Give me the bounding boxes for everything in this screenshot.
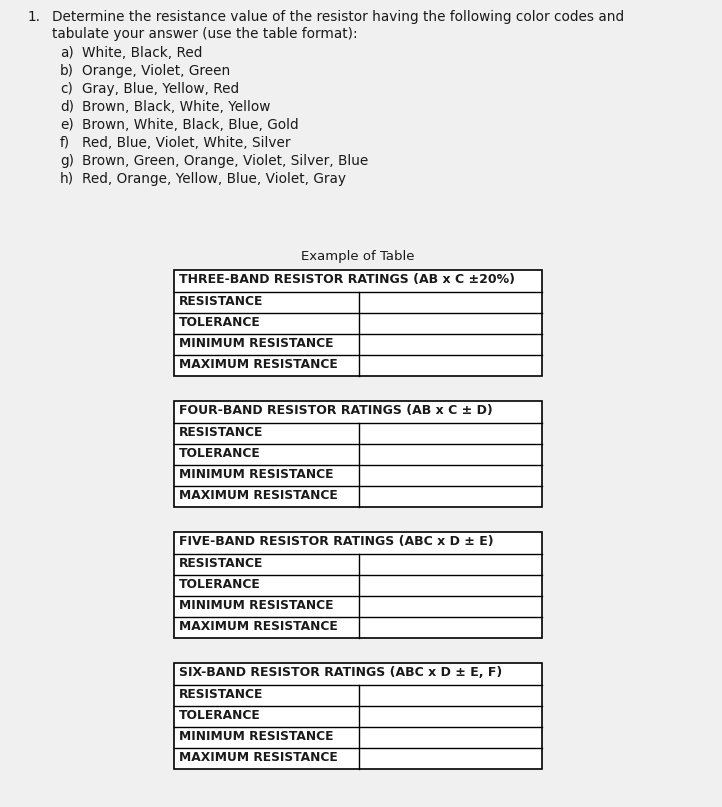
Text: a): a) <box>60 46 74 60</box>
Text: MAXIMUM RESISTANCE: MAXIMUM RESISTANCE <box>179 489 338 502</box>
Text: Example of Table: Example of Table <box>301 250 414 263</box>
Text: Brown, Green, Orange, Violet, Silver, Blue: Brown, Green, Orange, Violet, Silver, Bl… <box>82 154 368 168</box>
Text: RESISTANCE: RESISTANCE <box>179 426 264 439</box>
Text: THREE-BAND RESISTOR RATINGS (AB x C ±20%): THREE-BAND RESISTOR RATINGS (AB x C ±20%… <box>179 273 515 286</box>
Bar <box>174 663 542 769</box>
Text: SIX-BAND RESISTOR RATINGS (ABC x D ± E, F): SIX-BAND RESISTOR RATINGS (ABC x D ± E, … <box>179 666 503 679</box>
Text: RESISTANCE: RESISTANCE <box>179 688 264 701</box>
Text: MINIMUM RESISTANCE: MINIMUM RESISTANCE <box>179 337 334 350</box>
Text: MINIMUM RESISTANCE: MINIMUM RESISTANCE <box>179 730 334 743</box>
Text: RESISTANCE: RESISTANCE <box>179 557 264 570</box>
Text: FIVE-BAND RESISTOR RATINGS (ABC x D ± E): FIVE-BAND RESISTOR RATINGS (ABC x D ± E) <box>179 535 494 548</box>
Text: 1.: 1. <box>28 10 41 24</box>
Text: MINIMUM RESISTANCE: MINIMUM RESISTANCE <box>179 468 334 481</box>
Text: tabulate your answer (use the table format):: tabulate your answer (use the table form… <box>52 27 357 41</box>
Bar <box>174 532 542 638</box>
Text: MAXIMUM RESISTANCE: MAXIMUM RESISTANCE <box>179 751 338 764</box>
Text: MAXIMUM RESISTANCE: MAXIMUM RESISTANCE <box>179 358 338 371</box>
Text: White, Black, Red: White, Black, Red <box>82 46 202 60</box>
Text: b): b) <box>60 64 74 78</box>
Text: RESISTANCE: RESISTANCE <box>179 295 264 308</box>
Text: h): h) <box>60 172 74 186</box>
Text: Red, Blue, Violet, White, Silver: Red, Blue, Violet, White, Silver <box>82 136 290 150</box>
Text: FOUR-BAND RESISTOR RATINGS (AB x C ± D): FOUR-BAND RESISTOR RATINGS (AB x C ± D) <box>179 404 492 417</box>
Text: g): g) <box>60 154 74 168</box>
Bar <box>174 401 542 507</box>
Text: MAXIMUM RESISTANCE: MAXIMUM RESISTANCE <box>179 620 338 633</box>
Text: Brown, Black, White, Yellow: Brown, Black, White, Yellow <box>82 100 270 114</box>
Text: TOLERANCE: TOLERANCE <box>179 578 261 591</box>
Text: e): e) <box>60 118 74 132</box>
Text: Determine the resistance value of the resistor having the following color codes : Determine the resistance value of the re… <box>52 10 624 24</box>
Text: Red, Orange, Yellow, Blue, Violet, Gray: Red, Orange, Yellow, Blue, Violet, Gray <box>82 172 346 186</box>
Text: Orange, Violet, Green: Orange, Violet, Green <box>82 64 230 78</box>
Text: c): c) <box>60 82 73 96</box>
Text: Gray, Blue, Yellow, Red: Gray, Blue, Yellow, Red <box>82 82 239 96</box>
Text: TOLERANCE: TOLERANCE <box>179 709 261 722</box>
Text: f): f) <box>60 136 70 150</box>
Bar <box>174 270 542 376</box>
Text: Brown, White, Black, Blue, Gold: Brown, White, Black, Blue, Gold <box>82 118 299 132</box>
Text: MINIMUM RESISTANCE: MINIMUM RESISTANCE <box>179 599 334 612</box>
Text: TOLERANCE: TOLERANCE <box>179 447 261 460</box>
Text: d): d) <box>60 100 74 114</box>
Text: TOLERANCE: TOLERANCE <box>179 316 261 329</box>
